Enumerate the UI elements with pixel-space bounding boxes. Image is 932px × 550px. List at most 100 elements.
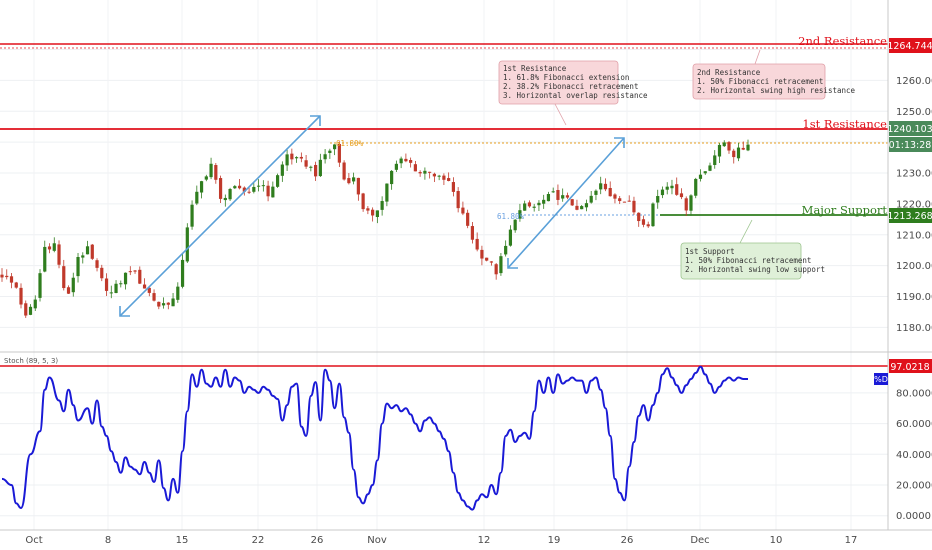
callout-r1-line-2: 1. 61.8% Fibonacci extension: [503, 73, 629, 82]
fib-arrow-head-november: [614, 137, 625, 148]
candle-body: [432, 173, 436, 177]
candle-body: [352, 177, 356, 182]
candle-body: [684, 198, 688, 211]
candle-body: [180, 259, 185, 287]
callout-second-resistance: 2nd Resistance 1. 50% Fibonacci retracem…: [692, 49, 856, 100]
candle-body: [622, 201, 627, 203]
candle-body: [437, 175, 441, 177]
candle-body: [323, 154, 327, 160]
stoch-tick-label: 0.0000: [896, 511, 931, 522]
candle-body: [5, 275, 9, 278]
candle-body: [228, 188, 232, 200]
candle-body: [399, 158, 403, 164]
candle-body: [0, 274, 4, 278]
candle-body: [475, 238, 479, 250]
callout-first-resistance: 1st Resistance 1. 61.8% Fibonacci extens…: [498, 60, 648, 126]
second-resistance-label: 2nd Resistance: [798, 34, 887, 48]
candle-body: [513, 219, 517, 231]
candle-body: [618, 198, 622, 202]
candle-body: [356, 177, 360, 195]
candle-body: [52, 243, 56, 251]
stoch-line: [1, 365, 748, 511]
candle-body: [442, 175, 446, 180]
callout-s1-line-3: 2. Horizontal swing low support: [685, 265, 825, 274]
stoch-grid: [0, 392, 888, 517]
candle-body: [109, 292, 113, 294]
candle-body: [713, 155, 717, 165]
major-support-price: 1213.268: [887, 211, 932, 222]
candle-body: [199, 181, 204, 193]
candle-body: [385, 183, 389, 202]
candle-body: [451, 182, 456, 192]
candle-body: [656, 196, 660, 203]
candle-body: [237, 185, 242, 189]
candle-body: [161, 303, 166, 306]
time-tick-label: 26: [311, 535, 324, 546]
time-tick-label: 22: [252, 535, 265, 546]
candle-body: [746, 144, 750, 151]
candle-body: [342, 162, 346, 180]
candle-body: [570, 199, 574, 206]
fib-arrow-tail-october: [119, 306, 130, 317]
candle-body: [508, 229, 513, 246]
candle-body: [28, 306, 33, 315]
candle-body: [43, 246, 47, 272]
candle-body: [494, 264, 498, 275]
fib-arrow-october: [119, 115, 321, 317]
candle-body: [233, 186, 237, 189]
candle-body: [523, 203, 527, 211]
price-tick-label: 1230.000: [896, 169, 932, 180]
callout-r2-line-3: 2. Horizontal swing high resistance: [697, 86, 856, 95]
time-tick-label: 15: [176, 535, 189, 546]
candle-body: [565, 195, 570, 198]
major-support-price-tag: [889, 208, 932, 223]
candle-body: [698, 174, 703, 179]
candle-body: [527, 202, 532, 207]
candle-body: [204, 176, 208, 180]
second-resistance-price-tag: [889, 38, 932, 53]
candle-body: [223, 197, 227, 201]
time-axis-ticks: Oct 8 15 22 26 Nov 12 19 26 Dec 10 17: [25, 535, 857, 546]
candle-body: [632, 200, 636, 213]
stoch-tick-label: 40.0000: [896, 450, 932, 461]
candle-body: [347, 178, 351, 184]
price-tick-label: 1260.000: [896, 76, 932, 87]
major-support-label: Major Support: [802, 203, 888, 217]
candle-body: [717, 144, 722, 157]
timer-tag: [889, 137, 932, 152]
candles: [0, 139, 750, 318]
callout-r1-line-1: 1st Resistance: [503, 64, 567, 73]
candle-body: [466, 212, 470, 226]
candle-body: [518, 210, 522, 219]
candle-body: [722, 142, 726, 147]
fib-label-orange: 61.80%: [336, 139, 364, 148]
candle-body: [542, 199, 546, 204]
candle-body: [594, 190, 598, 195]
candle-body: [294, 157, 299, 159]
candle-body: [489, 261, 494, 263]
candle-body: [328, 150, 332, 153]
candle-body: [394, 163, 398, 170]
candle-body: [366, 208, 370, 211]
candle-body: [157, 301, 161, 307]
candle-body: [741, 147, 745, 150]
time-tick-label: 8: [105, 535, 111, 546]
time-tick-label: 10: [770, 535, 783, 546]
stoch-series-tag-label: %D: [874, 375, 888, 384]
time-tick-label: 26: [621, 535, 634, 546]
stoch-tick-label: 20.0000: [896, 481, 932, 492]
candle-body: [456, 191, 460, 209]
fib-arrow-head-october: [310, 115, 321, 126]
candle-body: [299, 156, 303, 159]
price-tick-label: 1220.000: [896, 199, 932, 210]
candle-body: [371, 209, 375, 216]
candle-body: [670, 185, 674, 189]
candle-body: [62, 266, 66, 289]
stoch-tick-label: 60.0000: [896, 419, 932, 430]
candle-body: [504, 245, 508, 255]
candle-body: [19, 287, 23, 305]
candle-body: [589, 195, 593, 203]
candle-body: [447, 178, 451, 181]
candle-body: [123, 272, 128, 285]
candle-body: [428, 171, 432, 173]
